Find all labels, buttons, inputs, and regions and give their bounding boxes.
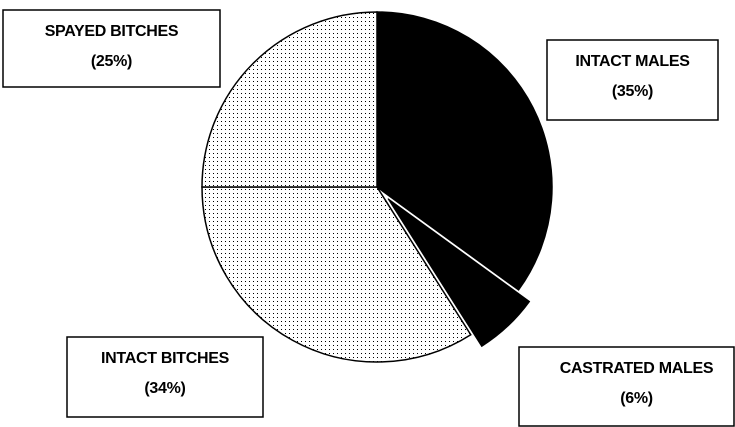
category-label: CASTRATED MALES — [560, 360, 714, 377]
label-box — [2, 9, 221, 88]
label-box — [66, 336, 264, 418]
category-label: INTACT MALES — [575, 53, 690, 70]
pie-slice — [387, 198, 530, 347]
pie-slice-outline — [387, 198, 531, 348]
label-box — [518, 346, 735, 427]
pie-slice — [201, 11, 378, 188]
pie-slice — [201, 186, 472, 363]
value-label: (6%) — [620, 390, 653, 407]
value-label: (25%) — [91, 53, 132, 70]
category-label: INTACT BITCHES — [101, 350, 230, 367]
value-label: (34%) — [144, 380, 185, 397]
value-label: (35%) — [612, 83, 653, 100]
pie-slice — [376, 11, 553, 291]
category-label: SPAYED BITCHES — [45, 23, 179, 40]
label-box — [546, 39, 719, 121]
